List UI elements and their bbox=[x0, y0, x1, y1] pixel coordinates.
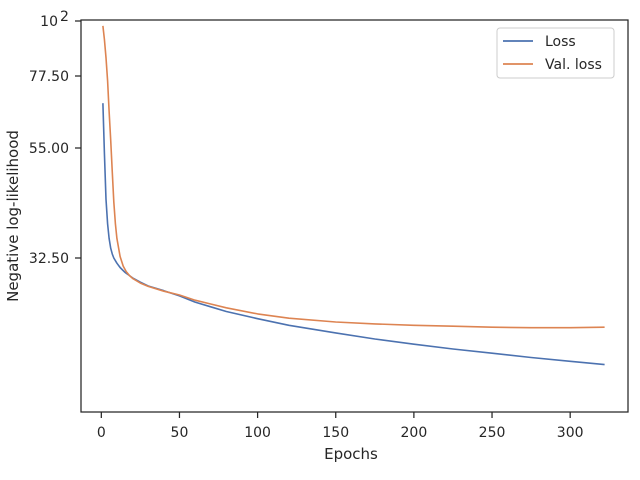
x-tick-label: 50 bbox=[171, 425, 189, 441]
y-tick-label: 10 bbox=[40, 14, 58, 30]
x-tick-label: 200 bbox=[401, 425, 428, 441]
x-tick-label: 150 bbox=[322, 425, 349, 441]
legend-label: Val. loss bbox=[545, 57, 602, 73]
x-tick-label: 0 bbox=[97, 425, 106, 441]
series-line-1 bbox=[102, 25, 605, 329]
plot-area bbox=[80, 19, 629, 413]
legend-label: Loss bbox=[545, 34, 576, 50]
series-line-0 bbox=[102, 103, 605, 366]
y-axis: 10 2 77.50 55.00 32.50 bbox=[29, 9, 81, 267]
y-axis-label: Negative log-likelihood bbox=[4, 130, 22, 302]
x-axis: 0 50 100 150 200 250 300 bbox=[97, 412, 584, 441]
x-tick-label: 100 bbox=[244, 425, 271, 441]
series-group bbox=[102, 25, 605, 366]
plot-frame bbox=[80, 19, 629, 413]
legend: Loss Val. loss bbox=[496, 27, 615, 79]
y-tick-label: 55.00 bbox=[29, 141, 69, 157]
y-tick-label: 32.50 bbox=[29, 251, 69, 267]
x-tick-label: 250 bbox=[479, 425, 506, 441]
x-tick-label: 300 bbox=[557, 425, 584, 441]
x-axis-label: Epochs bbox=[324, 445, 378, 463]
y-tick-exponent: 2 bbox=[60, 9, 69, 25]
y-tick-label: 77.50 bbox=[29, 69, 69, 85]
